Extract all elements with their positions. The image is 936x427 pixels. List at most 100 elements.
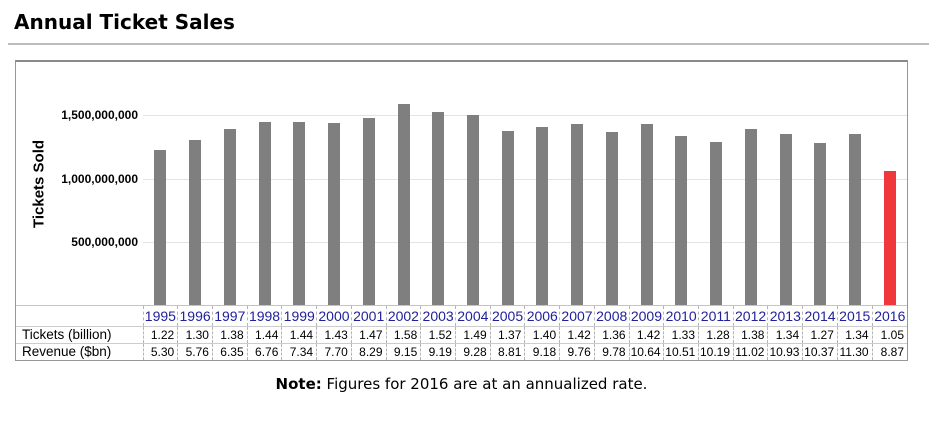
bar-slot-2009 [629,124,664,305]
revenue-cell-1998: 6.76 [246,342,282,360]
revenue-cell-2000: 7.70 [316,342,352,360]
revenue-cell-2008: 9.78 [593,342,630,360]
year-link-1999[interactable]: 1999 [281,306,317,326]
year-link-2012[interactable]: 2012 [732,306,768,326]
bar-slot-2000 [317,123,352,305]
bar-slot-1999 [282,122,317,305]
year-link-1998[interactable]: 1998 [246,306,282,326]
revenue-cell-2005: 8.81 [489,342,525,360]
chart-panel: Tickets Sold 1,500,000,000 1,000,000,000 5… [15,60,908,361]
year-link-2003[interactable]: 2003 [420,306,456,326]
bar-slot-1996 [178,140,213,305]
tickets-cell-2002: 1.58 [385,325,421,343]
bar-1996 [189,140,202,305]
bar-slot-2014 [803,143,838,305]
revenue-cell-2004: 9.28 [454,342,491,360]
tickets-cell-2003: 1.52 [420,325,456,343]
tickets-cell-1999: 1.44 [281,325,317,343]
bar-2009 [640,124,653,305]
revenue-row: Revenue ($bn) 5.30 5.76 6.35 6.76 7.34 7.70 8.… [16,342,907,360]
year-link-2015[interactable]: 2015 [836,306,873,326]
tickets-cell-2010: 1.33 [663,325,699,343]
tickets-cell-2008: 1.36 [593,325,630,343]
bar-2004 [466,115,479,305]
bar-slot-2001 [351,118,386,305]
bar-2001 [362,118,375,305]
tickets-cell-2009: 1.42 [628,325,664,343]
bar-slot-1995 [143,150,178,305]
tickets-cell-2007: 1.42 [559,325,595,343]
bar-2015 [849,134,862,305]
tickets-cell-2005: 1.37 [489,325,525,343]
year-link-2004[interactable]: 2004 [454,306,491,326]
bar-1995 [154,150,167,305]
tickets-cell-1998: 1.44 [246,325,282,343]
tickets-cell-1996: 1.30 [177,325,213,343]
revenue-cell-2013: 10.93 [767,342,803,360]
corner-cell [16,306,143,326]
year-link-2010[interactable]: 2010 [663,306,699,326]
revenue-cell-1996: 5.76 [177,342,213,360]
gridline [143,179,907,180]
year-link-2009[interactable]: 2009 [628,306,664,326]
tickets-cell-2014: 1.27 [802,325,838,343]
tickets-cell-2016: 1.05 [871,325,907,343]
years-row: 1995 1996 1997 1998 1999 2000 2001 2002 2003 2004… [16,306,907,326]
bar-1998 [258,122,271,305]
year-link-2007[interactable]: 2007 [559,306,595,326]
year-link-1997[interactable]: 1997 [211,306,248,326]
bar-slot-1998 [247,122,282,305]
revenue-cell-2009: 10.64 [628,342,664,360]
year-link-2016[interactable]: 2016 [871,306,907,326]
revenue-cell-2003: 9.19 [420,342,456,360]
year-link-1995[interactable]: 1995 [142,306,178,326]
revenue-cell-2012: 11.02 [732,342,768,360]
bar-2007 [571,124,584,305]
year-link-2008[interactable]: 2008 [593,306,630,326]
bar-2008 [605,132,618,305]
tickets-cell-2004: 1.49 [454,325,491,343]
year-link-2013[interactable]: 2013 [767,306,803,326]
y-tick-label: 1,000,000,000 [61,172,138,186]
tickets-cell-2011: 1.28 [698,325,734,343]
bar-2006 [536,127,549,305]
tickets-cell-2013: 1.34 [767,325,803,343]
year-link-2000[interactable]: 2000 [316,306,352,326]
bar-slot-2006 [525,127,560,305]
bar-2005 [501,131,514,305]
y-tick-label: 500,000,000 [71,235,138,249]
chart-area: Tickets Sold 1,500,000,000 1,000,000,000 5… [16,62,907,306]
bar-slot-2015 [838,134,873,305]
bar-2011 [710,142,723,305]
year-link-2002[interactable]: 2002 [385,306,421,326]
year-link-2011[interactable]: 2011 [698,306,734,326]
tickets-cell-2012: 1.38 [732,325,768,343]
y-tick-label: 1,500,000,000 [61,108,138,122]
tickets-row: Tickets (billion) 1.22 1.30 1.38 1.44 1.44 1.… [16,325,907,343]
revenue-cell-1997: 6.35 [211,342,248,360]
bar-1997 [223,129,236,305]
revenue-cell-2010: 10.51 [663,342,699,360]
gridline [143,115,907,116]
footnote-text: Figures for 2016 are at an annualized ra… [326,375,648,393]
bar-slot-1997 [212,129,247,305]
bar-2012 [744,129,757,305]
bar-2000 [328,123,341,305]
year-link-1996[interactable]: 1996 [177,306,213,326]
revenue-cell-2016: 8.87 [871,342,907,360]
bar-slot-2012 [733,129,768,305]
year-link-2005[interactable]: 2005 [489,306,525,326]
bar-slot-2002 [386,104,421,305]
footnote: Note: Figures for 2016 are at an annuali… [15,375,908,393]
bar-1999 [293,122,306,305]
y-axis: 1,500,000,000 1,000,000,000 500,000,000 [16,62,143,305]
revenue-cell-2011: 10.19 [698,342,734,360]
year-link-2014[interactable]: 2014 [802,306,838,326]
tickets-row-label: Tickets (billion) [16,325,143,343]
tickets-cell-2000: 1.43 [316,325,352,343]
year-link-2001[interactable]: 2001 [350,306,387,326]
year-link-2006[interactable]: 2006 [524,306,560,326]
bar-2014 [814,143,827,305]
bar-slot-2003 [421,112,456,305]
tickets-cell-2015: 1.34 [836,325,873,343]
